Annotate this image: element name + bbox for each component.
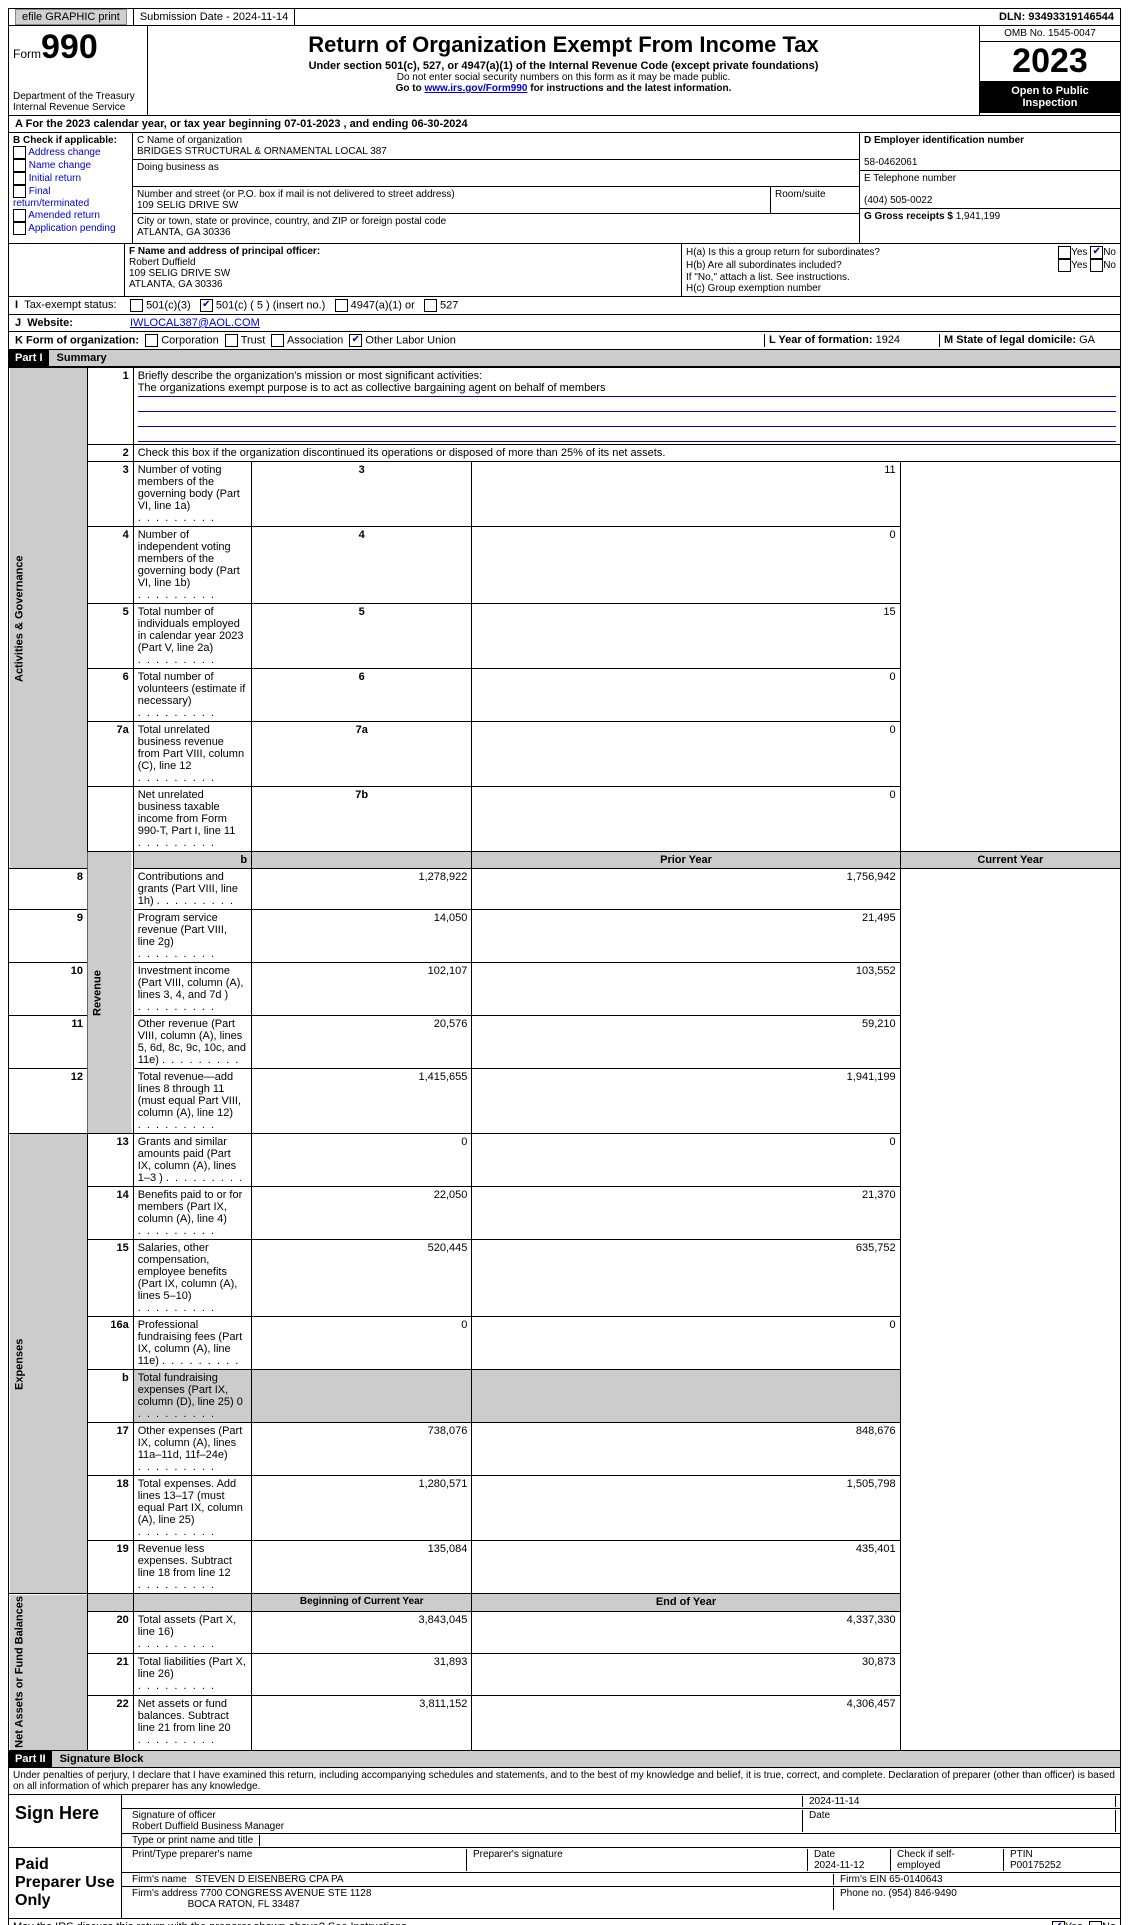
box-d: D Employer identification number 58-0462… [860,133,1120,171]
paid-preparer-label: Paid Preparer Use Only [9,1848,122,1918]
side-rev: Revenue [87,852,133,1134]
sign-date: 2024-11-14 [803,1796,1116,1807]
part1-header: Part ISummary [8,350,1121,367]
prep-date: 2024-11-12 [814,1860,864,1871]
box-k-label: K Form of organization: [15,334,139,346]
part2-header: Part IISignature Block [8,1751,1121,1768]
chk-initial[interactable]: Initial return [13,172,128,185]
box-c-dba: Doing business as [133,160,859,187]
box-c-name: C Name of organization BRIDGES STRUCTURA… [133,133,859,160]
box-e: E Telephone number (404) 505-0022 [860,171,1120,209]
row-a-period: A For the 2023 calendar year, or tax yea… [8,116,1121,133]
form-label: Form [13,47,41,61]
dln: DLN: 93493319146544 [993,9,1120,25]
box-j-label: Website: [27,317,73,329]
chk-address[interactable]: Address change [13,146,128,159]
h-a-no[interactable] [1090,246,1103,259]
box-c-street: Number and street (or P.O. box if mail i… [133,187,771,213]
line-2: Check this box if the organization disco… [138,447,666,459]
firm-ein: 65-0140643 [889,1874,942,1885]
submission-date: Submission Date - 2024-11-14 [134,9,295,25]
chk-amended[interactable]: Amended return [13,209,128,222]
sign-here-block: Sign Here 2024-11-14 Signature of office… [8,1795,1121,1848]
efile-button[interactable]: efile GRAPHIC print [15,9,127,25]
h-a-yes[interactable] [1058,246,1071,259]
chk-other[interactable] [349,334,362,347]
tax-year: 2023 [980,42,1120,81]
chk-name[interactable]: Name change [13,159,128,172]
irs: Internal Revenue Service [13,102,143,113]
chk-pending[interactable]: Application pending [13,222,128,235]
website-link[interactable]: IWLOCAL387@AOL.COM [130,317,260,329]
paid-preparer-block: Paid Preparer Use Only Print/Type prepar… [8,1848,1121,1919]
box-c-room: Room/suite [771,187,859,213]
ptin: P00175252 [1010,1860,1061,1871]
officer-name: Robert Duffield Business Manager [132,1821,284,1832]
discuss-yes[interactable] [1052,1921,1065,1925]
form-number: 990 [41,28,98,66]
sign-here-label: Sign Here [9,1795,122,1847]
side-exp: Expenses [9,1134,88,1594]
chk-assoc[interactable] [271,334,284,347]
form-subtitle: Under section 501(c), 527, or 4947(a)(1)… [152,60,975,72]
dept-treasury: Department of the Treasury [13,91,143,102]
topbar: efile GRAPHIC print Submission Date - 20… [8,8,1121,26]
box-i-label: Tax-exempt status: [24,299,116,311]
penalty-text: Under penalties of perjury, I declare th… [8,1768,1121,1795]
chk-501c3[interactable] [130,299,143,312]
side-na: Net Assets or Fund Balances [9,1594,88,1751]
box-b: B Check if applicable: Address change Na… [9,133,133,243]
chk-trust[interactable] [225,334,238,347]
mission-text: The organizations exempt purpose is to a… [138,382,1116,397]
firm-phone: (954) 846-9490 [888,1888,956,1899]
box-g: G Gross receipts $ 1,941,199 [860,209,1120,243]
h-b-no[interactable] [1090,259,1103,272]
h-b-yes[interactable] [1058,259,1071,272]
chk-corp[interactable] [145,334,158,347]
chk-527[interactable] [424,299,437,312]
ssn-note: Do not enter social security numbers on … [152,72,975,83]
open-inspection: Open to Public Inspection [980,81,1120,113]
side-ag: Activities & Governance [9,368,88,869]
irs-link[interactable]: www.irs.gov/Form990 [424,83,527,94]
discuss-no[interactable] [1089,1921,1102,1925]
discuss-row: May the IRS discuss this return with the… [8,1919,1121,1925]
box-h: H(a) Is this a group return for subordin… [681,244,1120,296]
summary-table: Activities & Governance 1 Briefly descri… [8,367,1121,1751]
firm-addr2: BOCA RATON, FL 33487 [188,1899,300,1910]
chk-501c[interactable] [200,299,213,312]
chk-4947[interactable] [335,299,348,312]
omb-number: OMB No. 1545-0047 [980,26,1120,42]
firm-name: STEVEN D EISENBERG CPA PA [195,1874,344,1885]
box-m: M State of legal domicile: GA [939,334,1114,347]
form-title: Return of Organization Exempt From Incom… [152,32,975,58]
firm-addr1: 7700 CONGRESS AVENUE STE 1128 [200,1888,371,1899]
box-f: F Name and address of principal officer:… [125,244,681,296]
header-body: B Check if applicable: Address change Na… [8,133,1121,244]
chk-final[interactable]: Final return/terminated [13,185,128,209]
form-header: Form990 Department of the Treasury Inter… [8,26,1121,116]
box-l: L Year of formation: 1924 [764,334,939,347]
box-c-city: City or town, state or province, country… [133,214,859,240]
